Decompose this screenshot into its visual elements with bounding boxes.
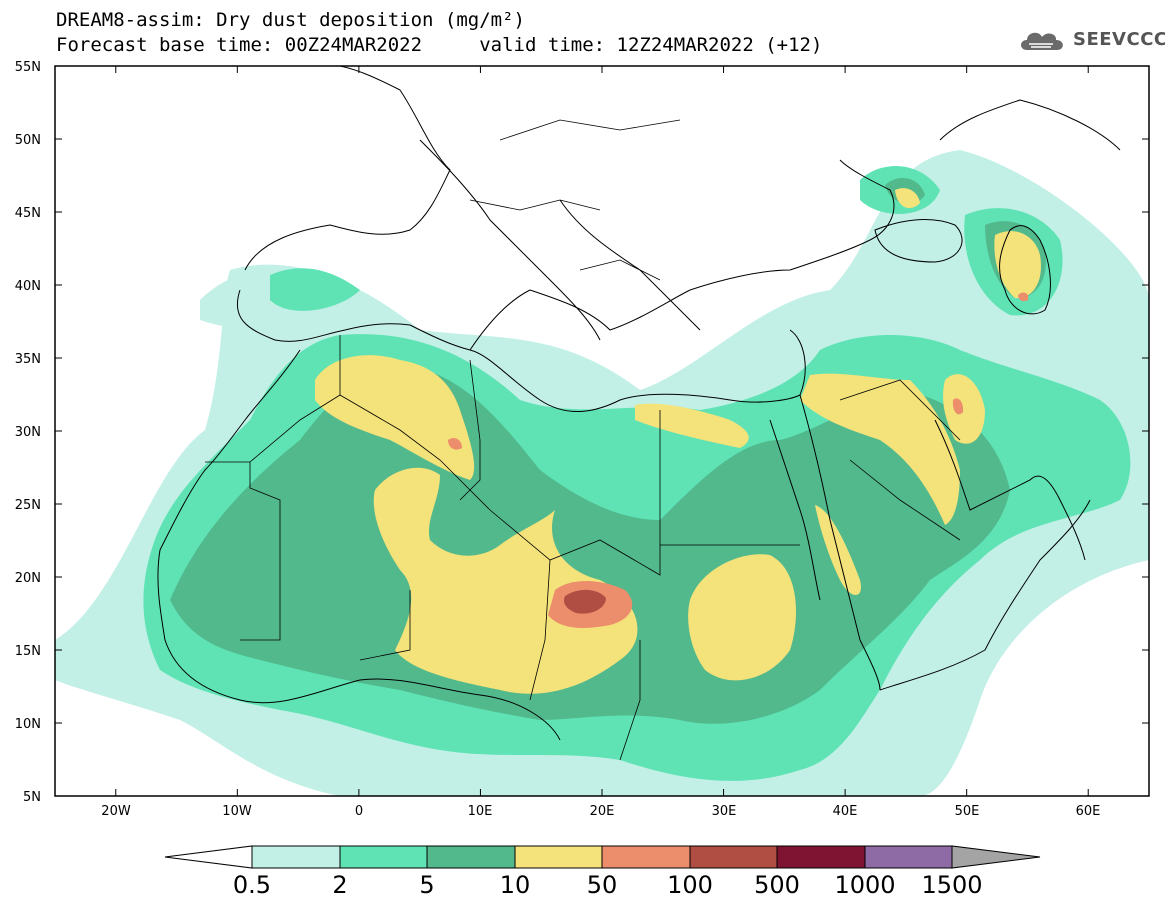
lon-label: 0 [355, 804, 363, 819]
lat-label: 5N [23, 790, 41, 805]
country-borders [205, 119, 961, 761]
colorbar-label: 0.5 [233, 871, 271, 899]
lat-label: 20N [15, 571, 41, 586]
map-title: DREAM8-assim: Dry dust deposition (mg/m²… [56, 9, 525, 31]
lon-label: 10W [222, 804, 252, 819]
lon-label: 20W [101, 804, 131, 819]
colorbar-under-triangle [164, 845, 253, 869]
colorbar-segment [514, 845, 603, 869]
colorbar: 0.5 2 5 10 50 100 500 1000 1500 [164, 845, 1041, 899]
map-subtitle: Forecast base time: 00Z24MAR2022 valid t… [56, 34, 823, 56]
lon-label: 60E [1076, 804, 1101, 819]
colorbar-label: 2 [332, 871, 347, 899]
axis-ticks [55, 65, 1149, 797]
colorbar-label: 100 [667, 871, 713, 899]
colorbar-segment [776, 845, 866, 869]
lat-label: 30N [15, 425, 41, 440]
lat-label: 55N [15, 60, 41, 75]
logo-text: SEEVCCC [1073, 29, 1165, 50]
lat-label: 25N [15, 498, 41, 513]
lon-label: 50E [955, 804, 980, 819]
colorbar-segment [689, 845, 778, 869]
lon-label: 30E [712, 804, 737, 819]
colorbar-label: 10 [500, 871, 531, 899]
lat-label: 35N [15, 352, 41, 367]
lon-label: 40E [833, 804, 858, 819]
cloud-icon [1021, 32, 1063, 50]
colorbar-label: 5 [419, 871, 434, 899]
colorbar-segment [339, 845, 428, 869]
colorbar-segment [251, 845, 341, 869]
colorbar-label: 1500 [921, 871, 982, 899]
latitude-labels: 55N 50N 45N 40N 35N 30N 25N 20N 15N 10N … [15, 60, 41, 805]
dust-field [55, 150, 1149, 796]
lat-label: 40N [15, 279, 41, 294]
colorbar-segment [601, 845, 691, 869]
seevccc-logo: SEEVCCC [1017, 26, 1165, 54]
longitude-labels: 20W 10W 0 10E 20E 30E 40E 50E 60E [101, 804, 1100, 819]
colorbar-segment [426, 845, 516, 869]
colorbar-over-triangle [951, 845, 1041, 869]
lat-label: 10N [15, 717, 41, 732]
colorbar-label: 50 [587, 871, 618, 899]
colorbar-label: 1000 [834, 871, 895, 899]
lat-label: 15N [15, 644, 41, 659]
lat-label: 50N [15, 133, 41, 148]
lon-label: 10E [468, 804, 493, 819]
colorbar-segment [864, 845, 953, 869]
lon-label: 20E [590, 804, 615, 819]
colorbar-label: 500 [754, 871, 800, 899]
coastlines [157, 66, 1121, 741]
lat-label: 45N [15, 206, 41, 221]
